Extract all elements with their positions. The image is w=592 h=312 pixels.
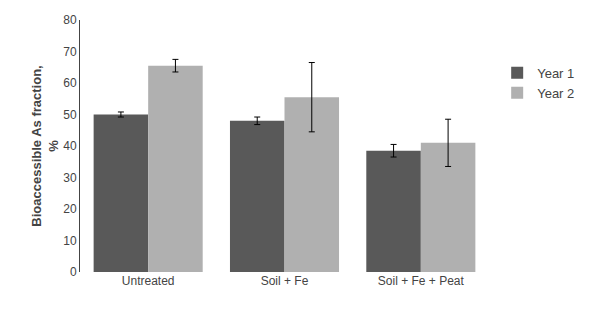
svg-text:70: 70 xyxy=(63,45,77,59)
svg-text:0: 0 xyxy=(70,265,77,279)
svg-text:30: 30 xyxy=(63,171,77,185)
svg-text:80: 80 xyxy=(63,13,77,27)
svg-text:Year 1: Year 1 xyxy=(537,66,574,81)
svg-text:Untreated: Untreated xyxy=(122,274,175,288)
svg-text:Bioaccessible As fraction,%: Bioaccessible As fraction,% xyxy=(29,65,61,226)
svg-text:60: 60 xyxy=(63,76,77,90)
svg-text:10: 10 xyxy=(63,234,77,248)
svg-text:Soil + Fe: Soil + Fe xyxy=(261,274,309,288)
svg-text:Soil + Fe + Peat: Soil + Fe + Peat xyxy=(378,274,465,288)
svg-text:50: 50 xyxy=(63,108,77,122)
svg-text:Year 2: Year 2 xyxy=(537,86,574,101)
svg-text:40: 40 xyxy=(63,139,77,153)
svg-text:20: 20 xyxy=(63,202,77,216)
